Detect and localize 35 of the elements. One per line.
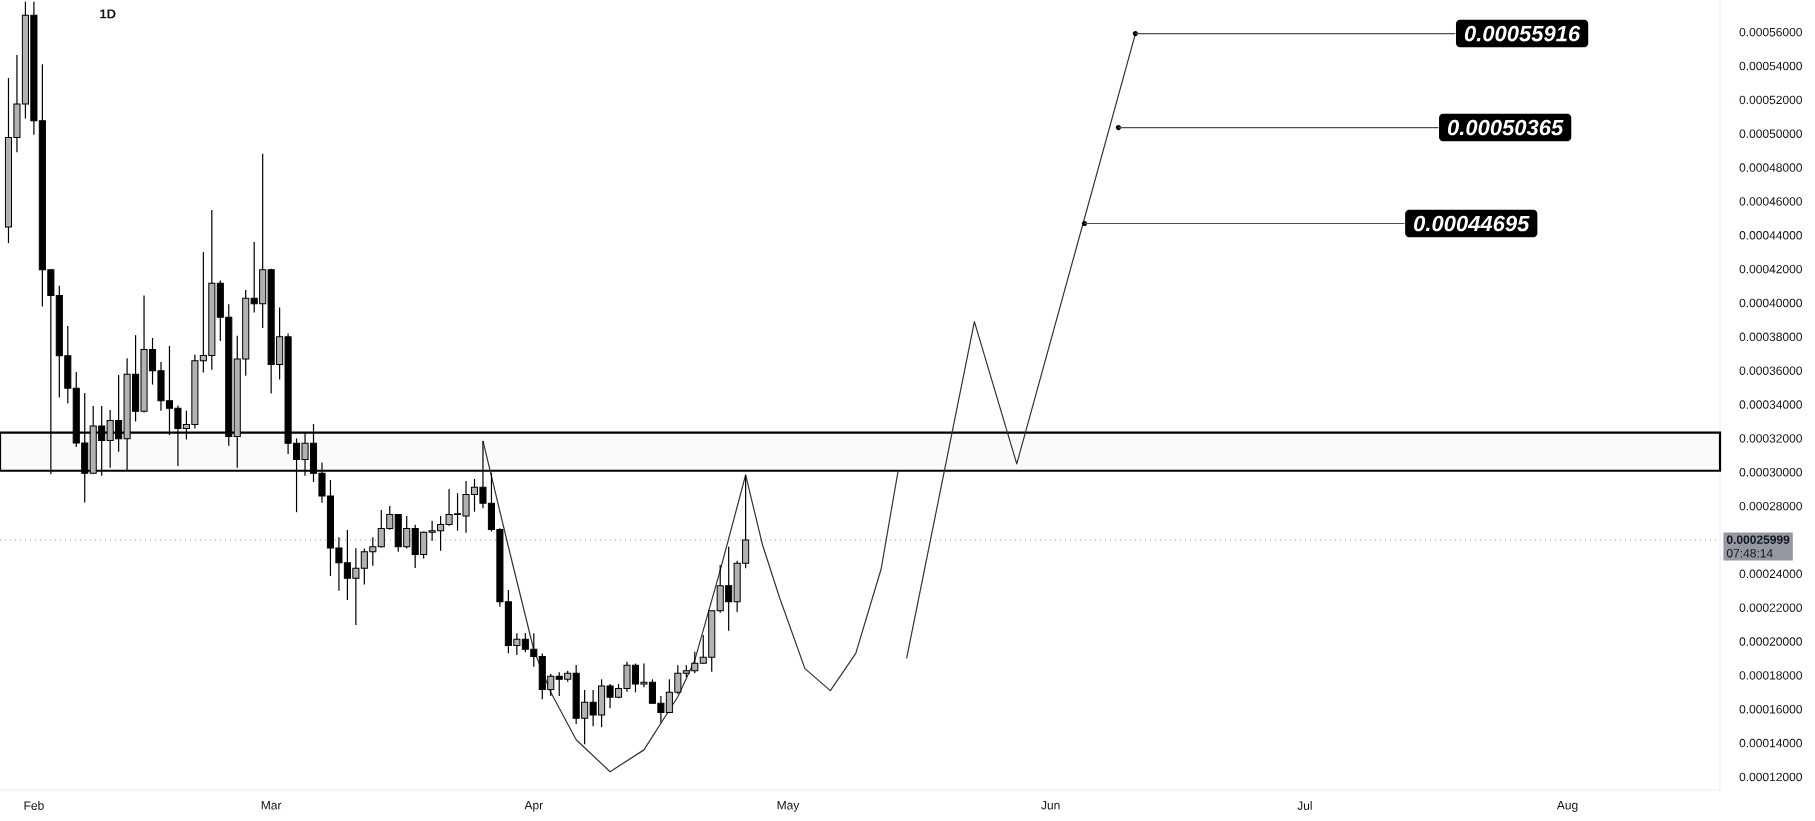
x-tick-label: May: [777, 801, 800, 812]
y-tick-label: 0.00046000: [1739, 197, 1802, 206]
y-tick-label: 0.00034000: [1739, 400, 1802, 409]
text: 1D: [100, 9, 116, 19]
y-tick-label: 0.00020000: [1739, 637, 1802, 646]
x-tick-label: Jul: [1297, 801, 1312, 810]
y-tick-label: 0.00052000: [1739, 95, 1802, 105]
x-tick-label: Mar: [261, 801, 282, 810]
y-tick-label: 0.00042000: [1739, 264, 1802, 274]
y-tick-label: 0.00056000: [1739, 27, 1802, 37]
y-tick-label: 0.00028000: [1739, 501, 1802, 511]
annotation: 0.00055916: [1464, 25, 1581, 42]
y-tick-label: 0.00032000: [1739, 434, 1802, 443]
text: 07:48:14: [1726, 549, 1773, 558]
y-tick-label: 0.00044000: [1739, 231, 1802, 240]
ref-line-label: 0.00025999: [1726, 535, 1790, 544]
y-tick-label: 0.00040000: [1739, 298, 1802, 308]
y-tick-label: 0.00012000: [1739, 772, 1802, 782]
x-tick-label: Feb: [24, 801, 44, 810]
y-tick-label: 0.00024000: [1739, 569, 1802, 579]
annotation: 0.00050365: [1447, 119, 1564, 136]
y-tick-label: 0.00054000: [1739, 61, 1802, 71]
y-tick-label: 0.00036000: [1739, 366, 1802, 375]
y-tick-label: 0.00014000: [1739, 738, 1802, 748]
y-tick-label: 0.00048000: [1739, 163, 1802, 172]
x-tick-label: Aug: [1556, 801, 1578, 812]
x-tick-label: Jun: [1041, 801, 1060, 810]
y-tick-label: 0.00050000: [1739, 129, 1802, 138]
annotation: 0.00044695: [1414, 215, 1530, 232]
y-tick-label: 0.00016000: [1739, 705, 1802, 714]
x-tick-label: Apr: [524, 801, 543, 812]
y-tick-label: 0.00030000: [1739, 468, 1802, 477]
y-tick-label: 0.00018000: [1739, 671, 1802, 680]
y-tick-label: 0.00038000: [1739, 332, 1802, 342]
y-tick-label: 0.00022000: [1739, 603, 1802, 612]
